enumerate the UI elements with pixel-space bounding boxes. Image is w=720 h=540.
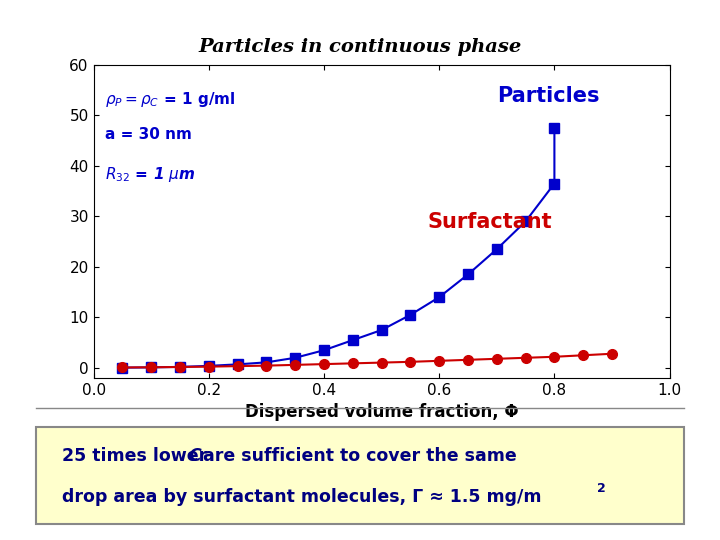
Text: are sufficient to cover the same: are sufficient to cover the same <box>197 447 516 465</box>
Text: 25 times lower: 25 times lower <box>62 447 213 465</box>
Text: Particles in continuous phase: Particles in continuous phase <box>199 38 521 56</box>
Text: a = 30 nm: a = 30 nm <box>105 127 192 143</box>
Text: C: C <box>189 447 201 465</box>
X-axis label: Dispersed volume fraction, Φ: Dispersed volume fraction, Φ <box>245 403 518 421</box>
Text: Particles: Particles <box>497 86 599 106</box>
Text: 2: 2 <box>596 482 606 495</box>
Text: $\rho_P = \rho_C$ = 1 g/ml: $\rho_P = \rho_C$ = 1 g/ml <box>105 90 235 109</box>
FancyBboxPatch shape <box>36 427 684 524</box>
Text: drop area by surfactant molecules, Γ ≈ 1.5 mg/m: drop area by surfactant molecules, Γ ≈ 1… <box>62 488 541 505</box>
Text: $R_{32}$ = 1 $\mu$m: $R_{32}$ = 1 $\mu$m <box>105 165 196 184</box>
Text: Surfactant: Surfactant <box>428 212 552 232</box>
